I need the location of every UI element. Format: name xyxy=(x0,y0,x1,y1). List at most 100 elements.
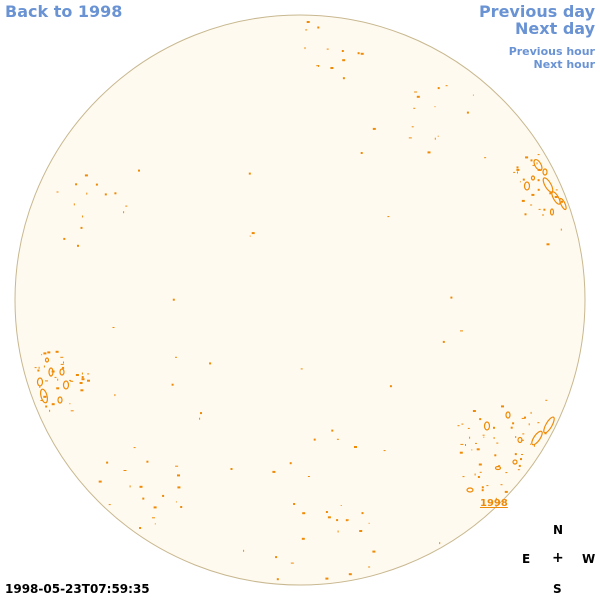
flux-speck xyxy=(372,550,376,553)
flux-speck xyxy=(62,366,65,369)
compass-north: N xyxy=(553,523,564,537)
previous-hour-link[interactable]: Previous hour xyxy=(508,45,595,58)
flux-speck xyxy=(180,506,183,508)
flux-speck xyxy=(300,368,303,370)
flux-speck xyxy=(560,228,562,231)
flux-speck xyxy=(293,503,296,505)
flux-speck xyxy=(38,366,40,369)
flux-speck xyxy=(460,330,463,332)
flux-speck xyxy=(536,162,538,165)
flux-speck xyxy=(519,181,521,183)
flux-speck xyxy=(75,374,79,376)
flux-speck xyxy=(276,578,279,581)
flux-speck xyxy=(476,448,480,451)
flux-speck xyxy=(486,485,489,487)
flux-speck xyxy=(325,511,328,513)
flux-speck xyxy=(175,356,177,358)
flux-speck xyxy=(40,400,43,401)
flux-speck xyxy=(243,549,245,552)
flux-speck xyxy=(481,486,484,489)
flux-speck xyxy=(434,106,436,108)
flux-speck xyxy=(80,389,84,392)
flux-speck xyxy=(199,417,201,420)
flux-speck xyxy=(98,480,102,483)
flux-speck xyxy=(482,434,485,436)
flux-speck xyxy=(301,537,305,540)
flux-speck xyxy=(95,183,98,186)
flux-speck xyxy=(305,29,308,31)
flux-speck xyxy=(175,465,179,467)
flux-speck xyxy=(531,193,535,196)
flux-speck xyxy=(272,470,276,473)
flux-speck xyxy=(56,387,60,390)
flux-speck xyxy=(86,192,88,195)
flux-speck xyxy=(342,59,346,62)
flux-speck xyxy=(43,352,47,355)
flux-speck xyxy=(84,174,88,177)
flux-speck xyxy=(302,512,306,515)
next-hour-link[interactable]: Next hour xyxy=(533,58,596,71)
flux-speck xyxy=(336,438,339,440)
flux-speck xyxy=(60,363,64,365)
flux-speck xyxy=(465,444,466,446)
flux-speck xyxy=(114,192,117,195)
flux-speck xyxy=(498,465,501,467)
flux-speck xyxy=(249,235,251,237)
flux-speck xyxy=(57,378,59,381)
compass-center: + xyxy=(552,550,564,566)
flux-speck xyxy=(416,95,420,98)
flux-speck xyxy=(522,433,525,435)
year-label: 1998 xyxy=(480,498,508,509)
flux-speck xyxy=(337,530,339,533)
flux-speck xyxy=(537,154,540,156)
previous-day-link[interactable]: Previous day xyxy=(478,2,595,21)
flux-speck xyxy=(87,379,90,382)
flux-speck xyxy=(524,213,527,216)
flux-speck xyxy=(146,460,149,463)
flux-speck xyxy=(530,204,533,206)
flux-speck xyxy=(70,410,74,412)
flux-speck xyxy=(56,191,59,193)
flux-speck xyxy=(60,356,64,358)
flux-speck xyxy=(521,199,525,202)
flux-speck xyxy=(304,47,306,50)
flux-speck xyxy=(342,77,345,80)
flux-speck xyxy=(537,179,540,182)
next-day-link[interactable]: Next day xyxy=(515,19,595,38)
flux-speck xyxy=(538,208,541,210)
flux-speck xyxy=(348,573,352,576)
flux-speck xyxy=(514,453,517,456)
flux-speck xyxy=(360,152,363,154)
flux-speck xyxy=(81,372,83,375)
compass-east: E xyxy=(522,552,531,566)
flux-speck xyxy=(413,107,416,109)
flux-speck xyxy=(561,200,563,203)
flux-speck xyxy=(522,178,525,181)
flux-speck xyxy=(43,395,47,398)
flux-speck xyxy=(546,243,550,246)
flux-speck xyxy=(345,519,348,522)
flux-speck xyxy=(513,171,516,173)
flux-speck xyxy=(512,422,515,425)
flux-speck xyxy=(51,403,55,406)
flux-speck xyxy=(357,52,360,55)
flux-speck xyxy=(530,443,531,445)
flux-speck xyxy=(361,512,364,515)
flux-speck xyxy=(504,490,508,493)
flux-speck xyxy=(108,504,111,506)
flux-speck xyxy=(427,151,431,154)
flux-speck xyxy=(152,517,155,519)
flux-speck xyxy=(525,156,529,159)
flux-speck xyxy=(63,361,64,364)
flux-speck xyxy=(496,442,499,444)
flux-speck xyxy=(154,523,156,525)
flux-speck xyxy=(554,196,558,198)
flux-speck xyxy=(555,189,558,191)
back-to-year-link[interactable]: Back to 1998 xyxy=(5,2,123,21)
flux-speck xyxy=(368,522,370,524)
flux-speck xyxy=(123,211,125,214)
flux-speck xyxy=(153,506,157,509)
flux-speck xyxy=(354,446,357,448)
flux-speck xyxy=(82,215,84,218)
flux-speck xyxy=(475,442,477,444)
